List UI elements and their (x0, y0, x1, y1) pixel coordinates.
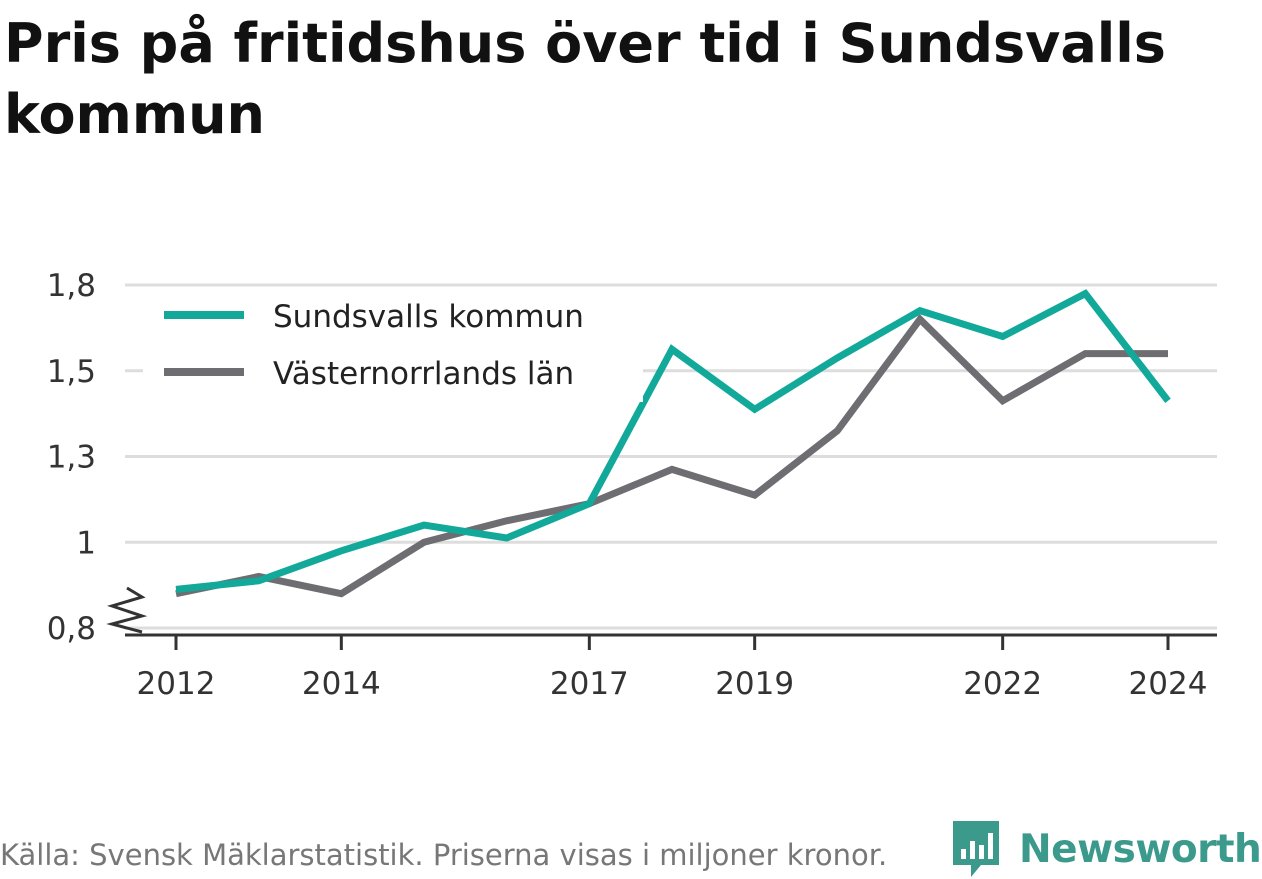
chart-title: Pris på fritidshus över tid i Sundsvalls… (4, 12, 1166, 146)
x-tick-label: 2014 (302, 666, 381, 702)
x-tick-label: 2019 (715, 666, 794, 702)
data-series (175, 289, 1171, 598)
series-line-1 (175, 289, 1171, 593)
legend-label: Västernorrlands län (273, 356, 574, 392)
legend-label: Sundsvalls kommun (273, 299, 584, 335)
x-tick-label: 2022 (963, 666, 1042, 702)
y-tick-label: 1,3 (47, 440, 96, 476)
x-tick-label: 2012 (137, 666, 216, 702)
x-axis: 2012 2014 2017 2019 2022 2024 (106, 586, 1217, 702)
newsworthy-logo-icon (953, 821, 999, 877)
x-tick-label: 2017 (550, 666, 629, 702)
x-tick-label: 2024 (1129, 666, 1208, 702)
y-axis-ticks: 0,8 1 1,3 1,5 1,8 (47, 268, 96, 647)
series-line-2 (175, 313, 1168, 598)
brand-name: Newsworthy (1019, 826, 1262, 872)
y-axis-break-mark (106, 586, 148, 634)
y-tick-label: 0,8 (47, 611, 96, 647)
y-tick-label: 1,5 (47, 354, 96, 390)
y-tick-label: 1,8 (47, 268, 96, 304)
y-tick-label: 1 (76, 525, 96, 561)
newsworthy-logo: Newsworthy (951, 819, 1262, 879)
source-note: Källa: Svensk Mäklarstatistik. Priserna … (0, 838, 888, 872)
legend-background (143, 290, 643, 402)
legend: Sundsvalls kommun Västernorrlands län (143, 290, 643, 402)
